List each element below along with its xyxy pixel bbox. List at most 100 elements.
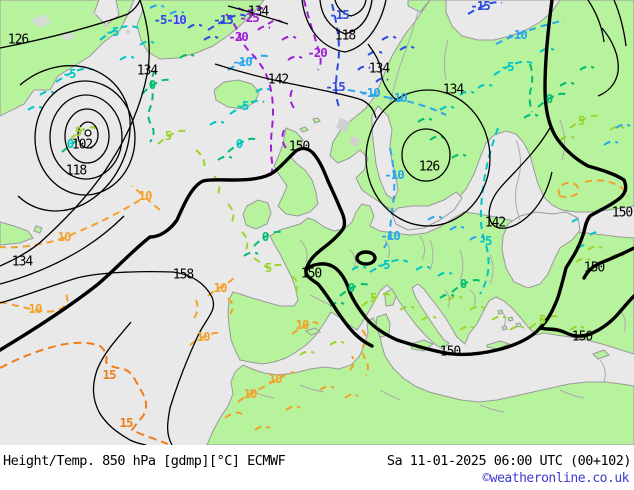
contour-labels: 126 134 134 118 134 142 134 126 142 102 118 134 150 1… xyxy=(8,0,634,430)
temp-contour-label: 10 xyxy=(213,279,227,295)
contour-126-northwest xyxy=(0,0,141,49)
contour-126-east-ring xyxy=(401,128,451,182)
height-contours-thin xyxy=(0,0,627,445)
contour-126-polar xyxy=(301,0,387,53)
height-contour-label: 134 xyxy=(442,82,465,98)
height-contour-label: 134 xyxy=(368,61,391,77)
height-contour-label: 150 xyxy=(611,205,634,221)
contour-topright-2 xyxy=(613,0,627,47)
caption-bar: Height/Temp. 850 hPa [gdmp][°C] ECMWF Sa… xyxy=(0,445,634,490)
borders xyxy=(249,11,626,413)
norway-mountain-gray xyxy=(336,118,360,147)
contour-150-east-branch xyxy=(582,246,634,280)
height-contour-label: 134 xyxy=(136,63,159,79)
coastline-shetland xyxy=(312,117,321,124)
temp-contour-label: 5 xyxy=(164,127,172,143)
temp-contour-label: -20 xyxy=(307,44,328,60)
contour-158-ridge xyxy=(0,271,215,445)
sea-baltic xyxy=(391,191,463,231)
height-contour-label: 142 xyxy=(267,72,290,88)
temp-contour-label: -5 xyxy=(105,23,119,39)
temp-contours-minus15 xyxy=(187,1,503,111)
product-title: Height/Temp. 850 hPa [gdmp][°C] ECMWF xyxy=(3,453,286,469)
coastline-norway-cap xyxy=(407,0,431,13)
contour-150-main xyxy=(304,0,628,357)
temp-contour-label: -5 xyxy=(478,232,492,248)
temp-contour-label: 0 xyxy=(459,275,467,291)
temp-contour-label: -15 xyxy=(213,11,234,27)
contour-150-west xyxy=(0,146,347,352)
contour-118-ring xyxy=(34,80,136,196)
temp-contour-label: 5 xyxy=(264,259,272,275)
temp-contour-label: 10 xyxy=(268,370,282,386)
contour-110-polar xyxy=(334,0,367,17)
temp-contour-label: -10 xyxy=(166,11,187,27)
height-contour-label: 158 xyxy=(172,267,195,283)
contour-134-polar-west xyxy=(227,5,289,25)
height-contour-label: 134 xyxy=(247,4,270,20)
temp-contour-label: -5 xyxy=(62,65,76,81)
sea-barents xyxy=(445,0,561,41)
temp-contour-label: 5 xyxy=(577,112,585,128)
coastline-faroe xyxy=(299,126,309,133)
temp-contour-label: 10 xyxy=(138,187,152,203)
contour-ridge-west xyxy=(92,321,147,445)
temp-contours-minus5 xyxy=(27,25,602,295)
height-contour-label: 118 xyxy=(65,163,88,179)
temp-contour-label: -10 xyxy=(380,227,401,243)
temp-contour-label: 5 xyxy=(538,311,546,327)
temp-contours-minus20 xyxy=(225,0,322,179)
temp-contour-label: 10 xyxy=(243,385,257,401)
contour-110-ring xyxy=(49,94,123,180)
temp-contour-label: -15 xyxy=(325,78,346,94)
map-graphics xyxy=(0,0,634,445)
contour-142-north xyxy=(214,63,377,119)
contour-142-atlantic xyxy=(0,215,125,285)
temp-contour-label: 0 xyxy=(66,135,74,151)
temp-contour-label: -15 xyxy=(470,0,491,13)
sea-overlays xyxy=(371,0,581,289)
temp-contour-label: -10 xyxy=(360,84,381,100)
temp-contour-label: -10 xyxy=(387,89,408,105)
ice-patches xyxy=(30,8,360,147)
temp-contour-label: -20 xyxy=(228,28,249,44)
coastline-balearics xyxy=(304,327,322,336)
temp-contours-15 xyxy=(0,341,169,445)
temp-contour-label: 0 xyxy=(347,279,355,295)
temp-contour-label: 10 xyxy=(295,316,309,332)
contour-134-polar-east xyxy=(367,43,397,101)
sea-black-sea xyxy=(501,211,581,289)
contour-134-atlantic xyxy=(0,0,150,267)
contour-topright-3 xyxy=(597,27,619,97)
height-contour-label: 142 xyxy=(484,215,507,231)
contour-topright-1 xyxy=(587,0,605,43)
temp-contour-label: 5 xyxy=(74,123,82,139)
height-contour-label: 118 xyxy=(334,28,357,44)
map-canvas: 126 134 134 118 134 142 134 126 142 102 118 134 150 1… xyxy=(0,0,634,445)
contour-low-ring1 xyxy=(77,121,99,149)
temp-contours-0 xyxy=(61,53,595,307)
height-contour-label: 150 xyxy=(288,139,311,155)
temp-contour-label: 0 xyxy=(235,135,243,151)
coastline-greenland-west xyxy=(0,0,135,117)
temp-contour-label: 15 xyxy=(119,414,133,430)
copyright-link[interactable]: ©weatheronline.co.uk xyxy=(482,471,629,486)
coastline-iceland xyxy=(213,79,260,110)
coastline-ireland xyxy=(242,199,272,230)
temp-contour-label: 5 xyxy=(369,289,377,305)
contour-102-ring xyxy=(64,108,110,164)
height-contour-label: 134 xyxy=(11,254,34,270)
height-contour-label: 102 xyxy=(71,137,94,153)
temp-contour-label: -5 xyxy=(376,256,390,272)
temp-contour-label: -10 xyxy=(384,166,405,182)
temp-contour-label: 0 xyxy=(261,228,269,244)
valid-datetime: Sa 11-01-2025 06:00 UTC (00+102) xyxy=(386,453,632,469)
contour-150-alps-loop xyxy=(355,250,377,266)
contour-150-southeast xyxy=(538,294,634,338)
height-contour-label: 150 xyxy=(439,344,462,360)
coastline-newfoundland xyxy=(0,221,34,246)
coastline-crete xyxy=(486,340,511,350)
temp-contour-label: 10 xyxy=(196,328,210,344)
greenland-ice xyxy=(30,14,188,41)
